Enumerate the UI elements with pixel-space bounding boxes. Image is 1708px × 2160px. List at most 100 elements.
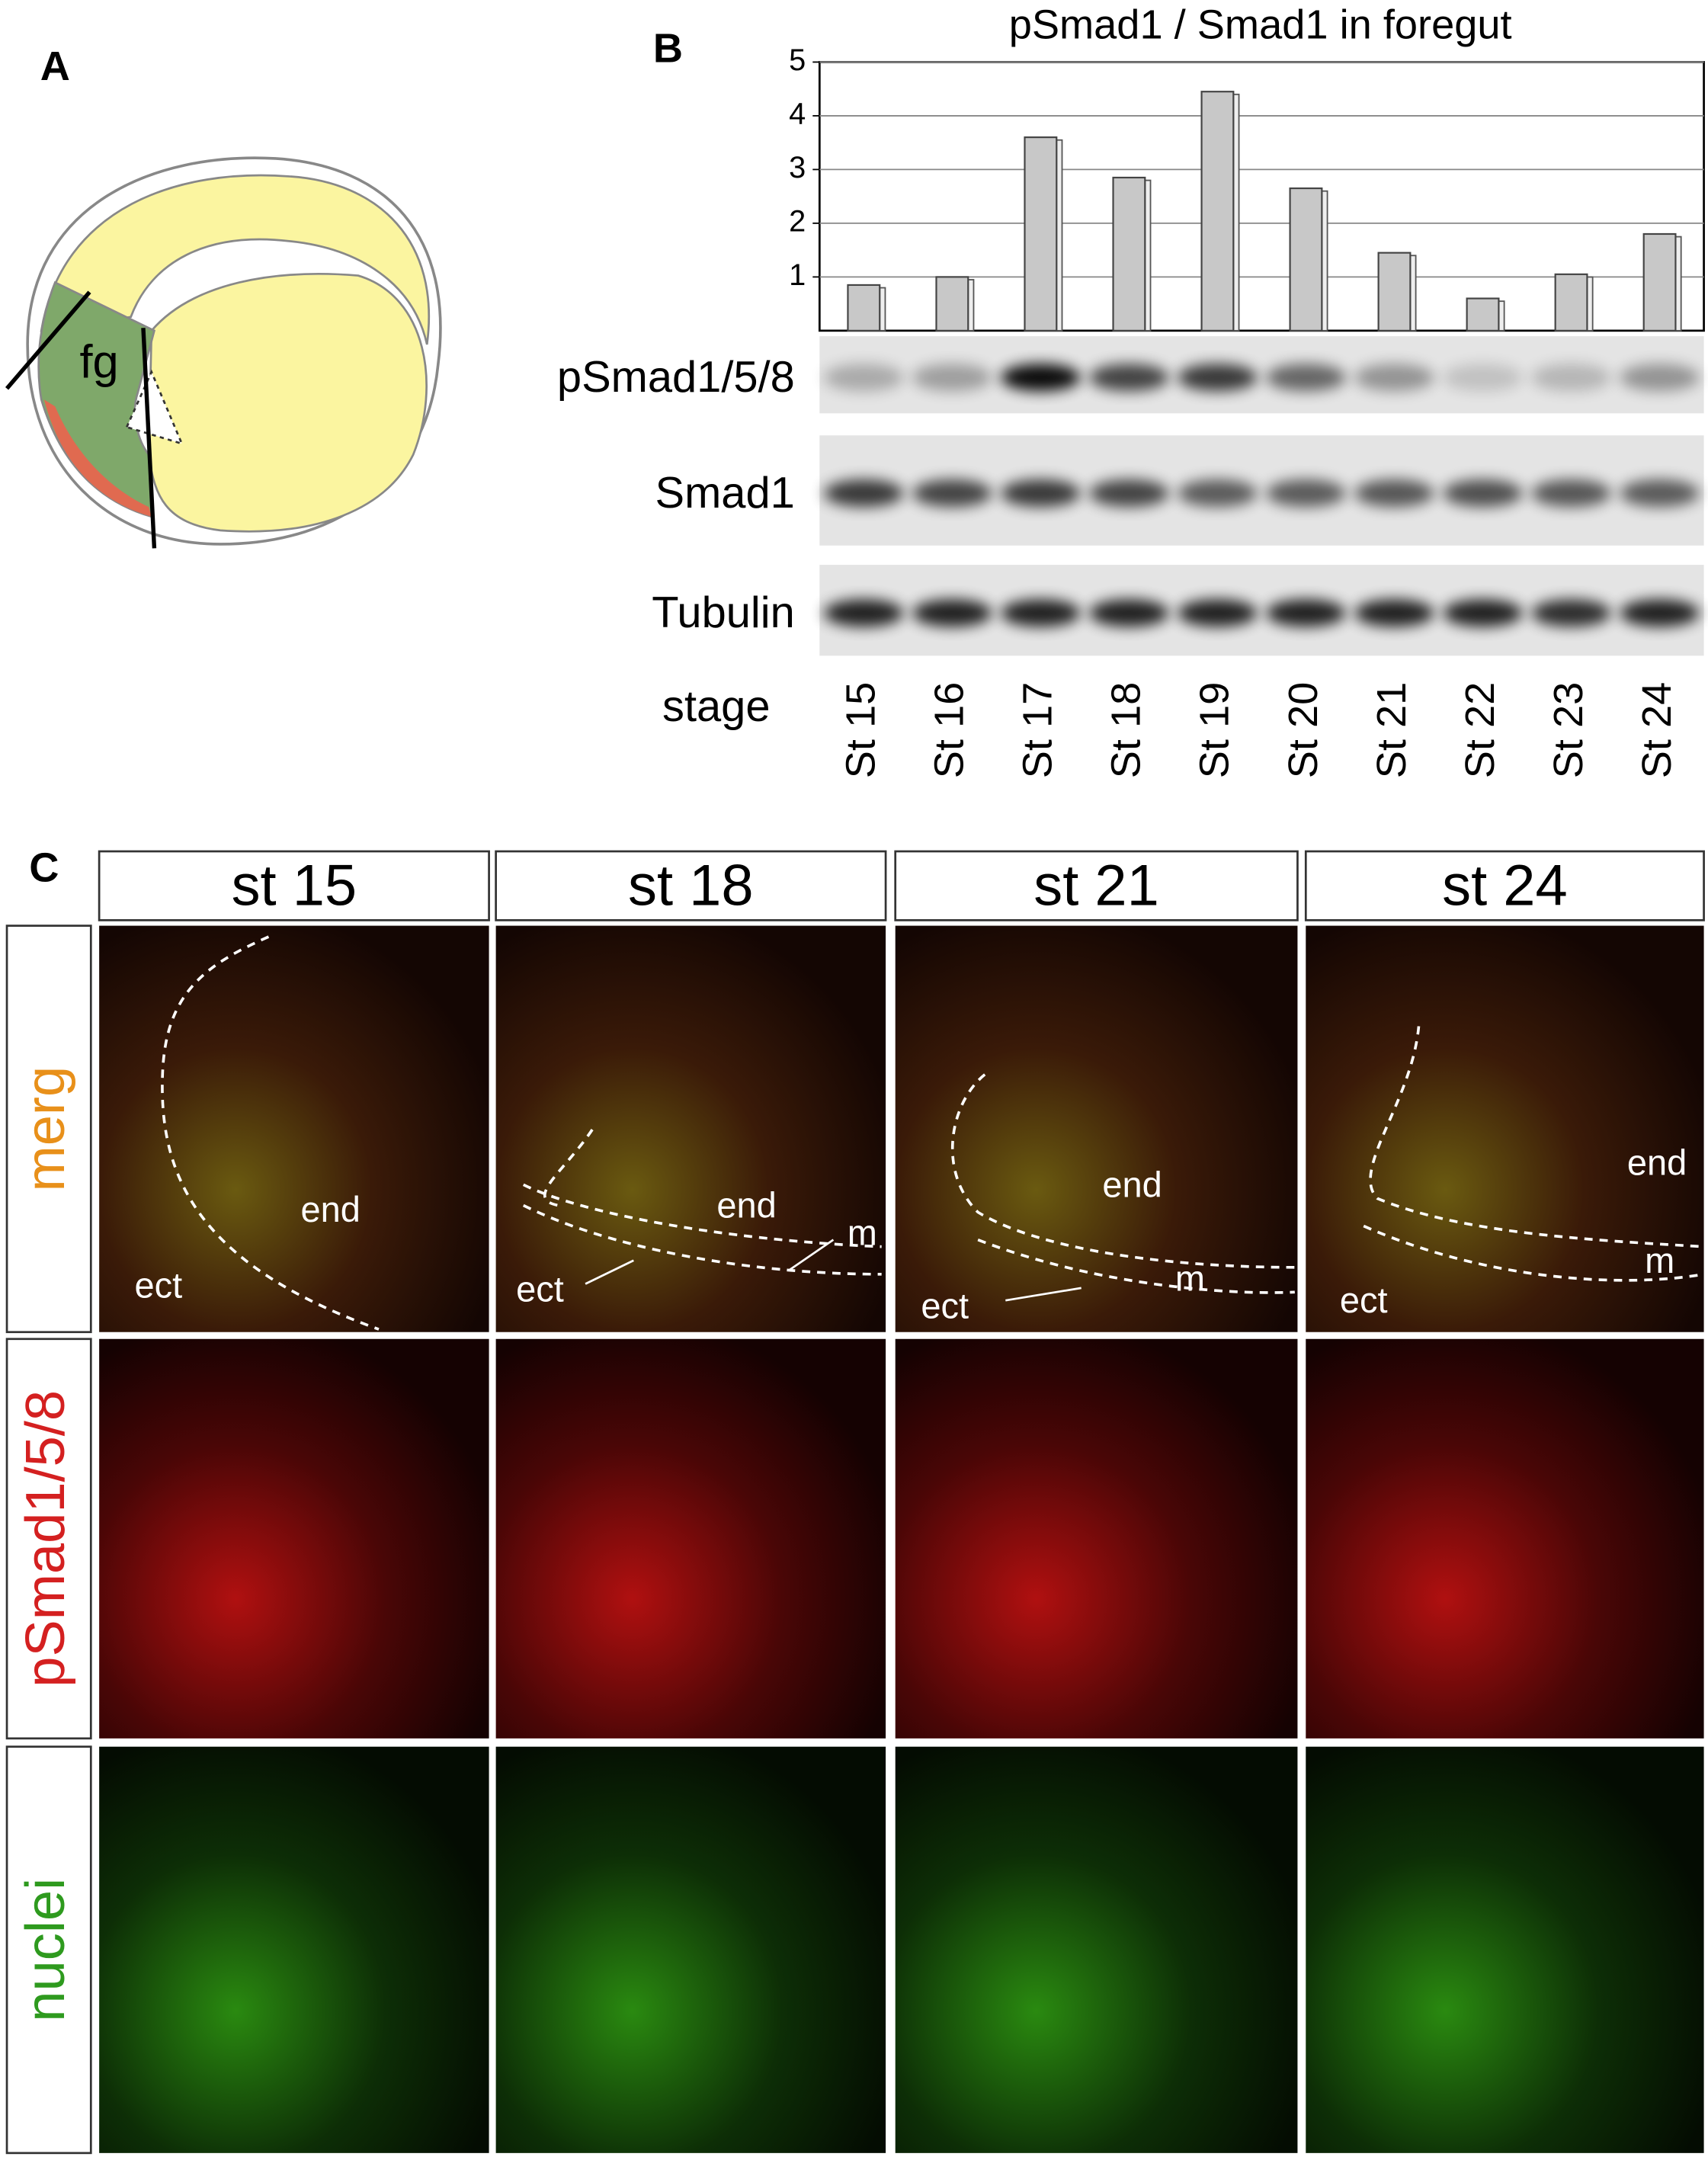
blot-band [824, 479, 904, 508]
blot-band [1354, 364, 1434, 392]
blot-band [1354, 599, 1434, 627]
region-outline [950, 1073, 1295, 1294]
panel-label: A [40, 43, 70, 89]
y-tick-label: 2 [789, 204, 806, 238]
micrograph [99, 925, 489, 1332]
y-tick-label: 4 [789, 97, 806, 130]
region-annotation: end [716, 1184, 776, 1225]
micrograph [495, 1746, 886, 2153]
region-annotation: m [1175, 1258, 1205, 1298]
blot-row-label: pSmad1/5/8 [557, 353, 795, 402]
micrograph [99, 1338, 489, 1739]
row-label-box [5, 925, 92, 1334]
bar [1200, 91, 1235, 332]
chart-title: pSmad1 / Smad1 in foregut [1009, 2, 1512, 48]
leader-line [585, 1259, 634, 1285]
panel-label: B [653, 25, 683, 71]
column-header: st 24 [1442, 854, 1568, 918]
column-header-box [1304, 850, 1705, 921]
micrograph [895, 1746, 1298, 2153]
y-tick-label: 3 [789, 151, 806, 184]
bar-side [1409, 255, 1417, 332]
blot-band [912, 364, 992, 392]
region-annotation: end [1627, 1142, 1687, 1182]
row-label: nuclei [15, 1878, 76, 2022]
x-tick-label: St 19 [1192, 682, 1238, 779]
region-annotation: ect [135, 1264, 183, 1305]
blot-band [1089, 364, 1169, 392]
bar [1642, 232, 1677, 332]
y-tick-label: 5 [789, 43, 806, 77]
column-header-box [894, 850, 1299, 921]
column-header: st 18 [628, 854, 754, 918]
micrograph [895, 1338, 1298, 1739]
blot-band [1266, 364, 1346, 392]
diagram-label: fg [79, 335, 118, 388]
bar [1024, 136, 1058, 332]
blot-band [1089, 599, 1169, 627]
region-outline [522, 1129, 882, 1276]
row-label-box [5, 1745, 92, 2155]
micrograph [1306, 925, 1704, 1332]
x-tick-label: St 16 [927, 682, 973, 779]
column-header: st 21 [1033, 854, 1159, 918]
region-outline [161, 935, 380, 1331]
blot-row-label: Smad1 [655, 469, 795, 518]
blot-band [1531, 479, 1611, 508]
bar [1466, 297, 1500, 332]
bar-side [1144, 179, 1152, 332]
y-tick-label: 1 [789, 258, 806, 292]
bar [1112, 176, 1146, 332]
embryo-diagram: fg [5, 156, 442, 549]
x-tick-label: St 24 [1634, 682, 1680, 779]
blot-row-label: Tubulin [652, 588, 795, 637]
bar [1554, 273, 1588, 332]
blot-band [912, 479, 992, 508]
blot-band [824, 364, 904, 392]
bar-side [879, 287, 886, 332]
bar [1377, 252, 1412, 332]
x-tick-label: St 17 [1015, 682, 1061, 779]
bar [847, 284, 881, 332]
blot-band [1266, 479, 1346, 508]
blot-band [1089, 479, 1169, 508]
micrograph [1306, 1338, 1704, 1739]
region-annotation: end [301, 1189, 361, 1229]
blot-band [1001, 599, 1081, 627]
blot-band [824, 599, 904, 627]
region-annotation: m [848, 1213, 877, 1253]
column-header: st 15 [232, 854, 357, 918]
row-label: merg [15, 1066, 76, 1192]
blot-band [1266, 599, 1346, 627]
blot-band [1620, 364, 1700, 392]
micrograph [895, 925, 1298, 1332]
micrograph [99, 1746, 489, 2153]
x-tick-label: St 15 [838, 682, 884, 779]
blot-band [1443, 479, 1523, 508]
leader-line [788, 1239, 835, 1271]
region-annotation: end [1102, 1164, 1162, 1204]
blot-band [1620, 599, 1700, 627]
blot-band [1178, 364, 1258, 392]
blot-band [1178, 479, 1258, 508]
micrograph [495, 925, 886, 1332]
bar-side [1056, 139, 1063, 332]
blot-band [1443, 364, 1523, 392]
bar-side [1498, 300, 1505, 332]
row-label: pSmad1/5/8 [15, 1390, 76, 1687]
region-annotation: ect [921, 1285, 969, 1325]
x-tick-label: St 22 [1457, 682, 1503, 779]
region-outline [1363, 1026, 1704, 1282]
x-tick-label: St 21 [1369, 682, 1415, 779]
row-label-box [5, 1338, 92, 1740]
region-annotation: m [1645, 1240, 1674, 1280]
blot-band [1443, 599, 1523, 627]
x-tick-label: St 23 [1546, 682, 1591, 779]
blot-band [1531, 599, 1611, 627]
panel-label: C [29, 845, 59, 891]
blot-band [1531, 364, 1611, 392]
blot-band [912, 599, 992, 627]
micrograph [495, 1338, 886, 1739]
